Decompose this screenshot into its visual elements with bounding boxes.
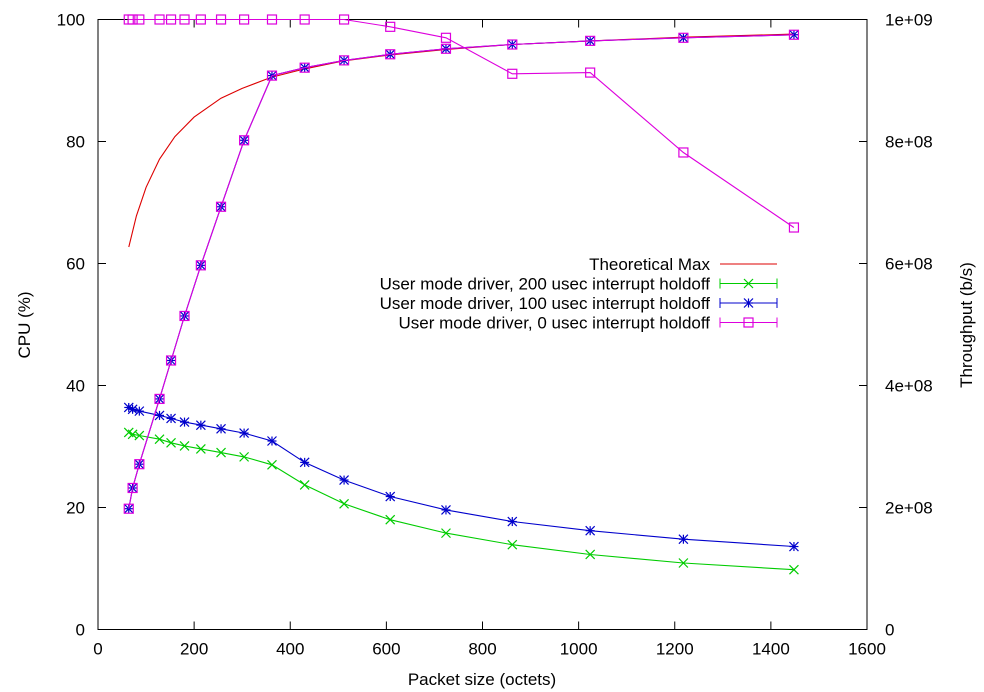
data-point [789,542,798,551]
legend-label: User mode driver, 0 usec interrupt holdo… [398,314,710,333]
data-point [180,441,189,450]
data-point [217,448,226,457]
x-tick-label: 600 [372,640,400,659]
y-tick-label: 60 [66,255,85,274]
y-tick-label: 40 [66,377,85,396]
data-point [789,223,798,232]
legend-marker [744,299,753,308]
y2-tick-label: 6e+08 [885,255,933,274]
x-tick-label: 1000 [560,640,598,659]
data-point [300,458,309,467]
y2-tick-label: 1e+09 [885,11,933,30]
x-tick-label: 400 [276,640,304,659]
x-tick-label: 800 [468,640,496,659]
legend: Theoretical MaxUser mode driver, 200 use… [380,255,777,333]
data-point [124,504,133,513]
data-point [135,407,144,416]
y-tick-label: 80 [66,133,85,152]
series-2 [124,403,798,551]
x-tick-label: 0 [93,640,102,659]
y2-axis-label: Throughput (b/s) [957,262,976,388]
y2-tick-label: 8e+08 [885,133,933,152]
data-point [340,476,349,485]
legend-label: User mode driver, 100 usec interrupt hol… [380,294,711,313]
y-axis-label: CPU (%) [15,291,34,358]
x-tick-label: 1600 [848,640,886,659]
series-line [129,408,794,547]
legend-label: User mode driver, 200 usec interrupt hol… [380,275,711,294]
series-1 [124,428,798,574]
data-point [679,535,688,544]
series-line [129,34,794,247]
data-point [386,492,395,501]
y-tick-label: 20 [66,499,85,518]
x-tick-label: 1400 [752,640,790,659]
y2-tick-label: 4e+08 [885,377,933,396]
data-point [167,438,176,447]
data-point [196,421,205,430]
data-point [300,480,309,489]
y2-tick-label: 0 [885,621,894,640]
data-point [135,431,144,440]
data-point [217,424,226,433]
y-tick-label: 100 [57,11,85,30]
data-point [155,411,164,420]
x-tick-label: 1200 [656,640,694,659]
axis-tick-labels: 0 200 400 600 800 1000 1200 1400 160002040608010… [57,11,933,659]
data-point [508,517,517,526]
data-point [340,499,349,508]
y2-tick-label: 2e+08 [885,499,933,518]
data-point [386,515,395,524]
legend-label: Theoretical Max [589,255,710,274]
x-tick-label: 200 [180,640,208,659]
data-point [180,418,189,427]
y-tick-label: 0 [76,621,85,640]
series-line [129,433,794,570]
series-0 [129,34,794,247]
data-point [267,437,276,446]
data-point [128,405,137,414]
data-point [240,429,249,438]
data-point [167,414,176,423]
data-point [586,526,595,535]
x-axis-label: Packet size (octets) [408,670,556,689]
series-line [129,20,794,228]
data-point [441,505,450,514]
data-point [267,460,276,469]
